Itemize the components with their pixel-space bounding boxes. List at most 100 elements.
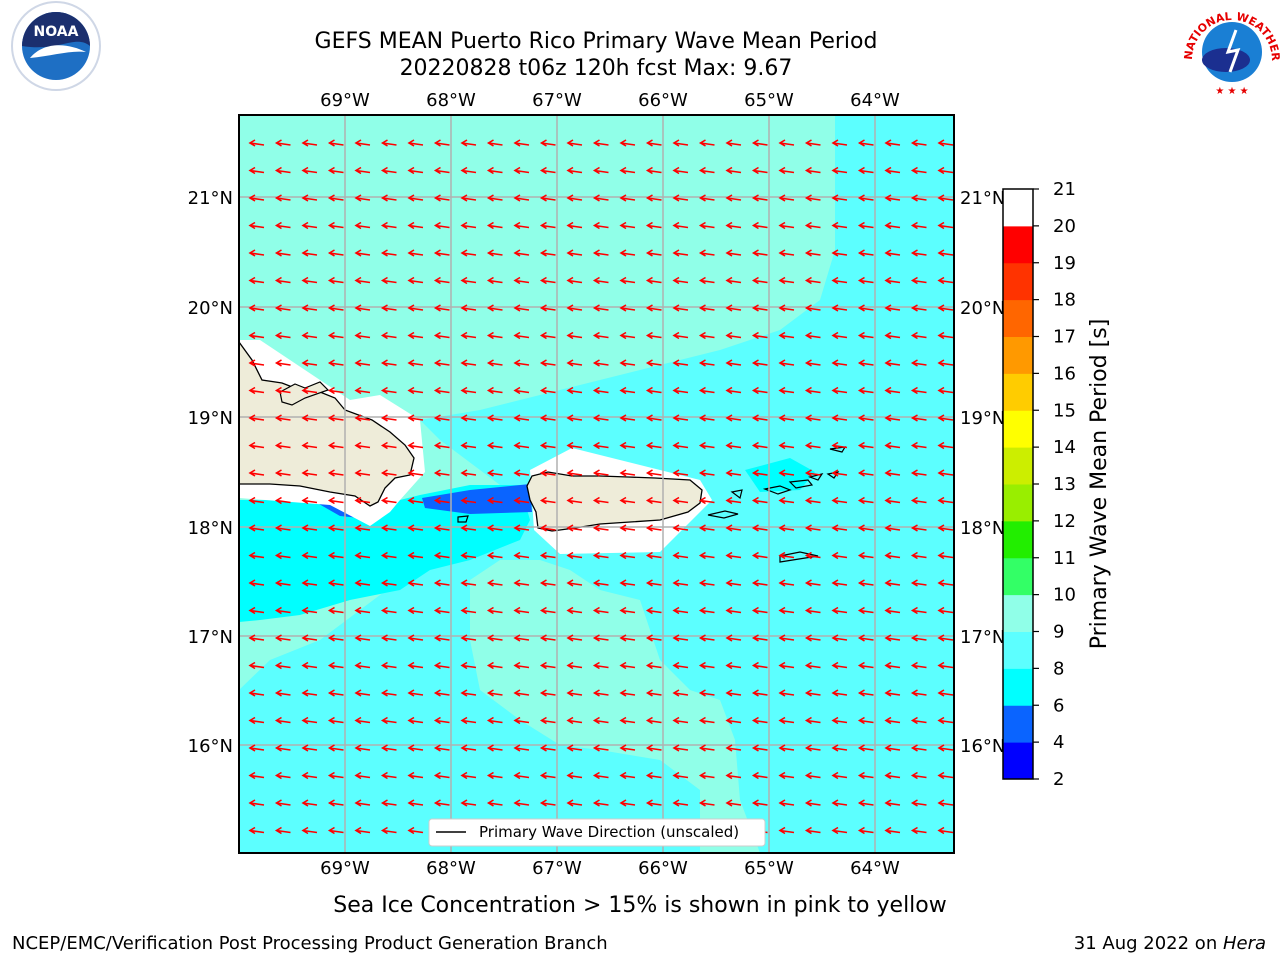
wave-arrow xyxy=(380,331,397,340)
wave-arrow xyxy=(645,194,662,202)
wave-arrow xyxy=(513,661,530,670)
wave-arrow xyxy=(831,469,848,477)
wave-arrow xyxy=(645,221,662,230)
lon-labels-bottom: 69°W 68°W 67°W 66°W 65°W 64°W xyxy=(320,858,900,879)
wave-arrow xyxy=(910,221,927,230)
wave-arrow xyxy=(831,139,848,147)
wave-arrow xyxy=(778,689,795,697)
wave-arrow xyxy=(301,771,318,780)
virgin-islands xyxy=(762,473,824,495)
wave-arrow xyxy=(513,359,530,367)
wave-arrow xyxy=(592,359,609,367)
wave-arrow xyxy=(327,799,344,807)
wave-arrow xyxy=(354,166,371,175)
wave-arrow xyxy=(354,689,371,697)
wave-arrow xyxy=(804,414,821,422)
wave-arrow xyxy=(354,276,371,285)
wave-arrow xyxy=(513,551,530,560)
wave-arrow xyxy=(248,139,265,147)
wave-arrow xyxy=(804,221,821,230)
wave-arrow xyxy=(274,249,291,257)
wave-arrow xyxy=(804,166,821,175)
wave-arrow xyxy=(460,386,477,395)
wave-arrow xyxy=(486,139,503,147)
wave-arrow xyxy=(698,524,715,532)
wave-arrow xyxy=(910,634,927,642)
footer-date: 31 Aug 2022 on xyxy=(1074,933,1223,954)
wave-arrow xyxy=(831,661,848,670)
wave-arrow xyxy=(619,194,636,202)
wave-arrow xyxy=(433,716,450,725)
wave-arrow xyxy=(566,469,583,477)
wave-arrow xyxy=(327,744,344,752)
wave-arrow xyxy=(566,441,583,450)
wave-arrow xyxy=(460,441,477,450)
wave-arrow xyxy=(672,524,689,532)
lat-label: 19°N xyxy=(960,408,1005,429)
chart-title: GEFS MEAN Puerto Rico Primary Wave Mean … xyxy=(315,29,878,54)
wave-arrow xyxy=(778,359,795,367)
wave-arrow xyxy=(698,249,715,257)
wave-arrow xyxy=(672,771,689,780)
wave-arrow xyxy=(354,826,371,835)
wave-arrow xyxy=(725,716,742,725)
wave-arrow xyxy=(645,304,662,312)
wave-arrow xyxy=(539,194,556,202)
wave-arrow xyxy=(884,469,901,477)
wave-arrow xyxy=(910,496,927,505)
wave-arrow xyxy=(937,496,954,505)
footer-left: NCEP/EMC/Verification Post Processing Pr… xyxy=(12,933,608,954)
wave-arrow xyxy=(698,579,715,587)
wave-arrow xyxy=(407,524,424,532)
colorbar-tick-label: 4 xyxy=(1053,732,1064,753)
wave-arrow xyxy=(645,386,662,395)
colorbar-tick-label: 13 xyxy=(1053,474,1076,495)
wave-arrow xyxy=(433,634,450,642)
wave-arrow xyxy=(539,359,556,367)
wave-arrow xyxy=(804,331,821,340)
wave-arrow xyxy=(778,524,795,532)
wave-arrow xyxy=(248,304,265,312)
wave-arrow xyxy=(433,194,450,202)
wave-arrow xyxy=(380,634,397,642)
wave-arrow xyxy=(698,221,715,230)
lon-label: 69°W xyxy=(320,90,370,111)
wave-arrow xyxy=(327,469,344,477)
wave-arrow xyxy=(407,799,424,807)
wave-arrow xyxy=(327,166,344,175)
lon-label: 66°W xyxy=(638,90,688,111)
wave-arrow xyxy=(407,194,424,202)
wave-arrow xyxy=(751,579,768,587)
wave-arrow xyxy=(725,166,742,175)
wave-arrow xyxy=(831,221,848,230)
wave-arrow xyxy=(407,606,424,615)
wave-arrow xyxy=(884,194,901,202)
wave-arrow xyxy=(566,331,583,340)
wave-arrow xyxy=(592,771,609,780)
wave-arrow xyxy=(619,579,636,587)
wave-arrow xyxy=(725,496,742,505)
wave-arrow xyxy=(937,221,954,230)
wave-arrow xyxy=(486,551,503,560)
wave-arrow xyxy=(857,606,874,615)
wave-arrow xyxy=(433,441,450,450)
wave-arrow xyxy=(407,689,424,697)
wave-arrow xyxy=(910,716,927,725)
wave-arrow xyxy=(619,551,636,560)
map-legend: Primary Wave Direction (unscaled) xyxy=(428,818,766,847)
wave-arrow xyxy=(380,826,397,835)
wave-arrow xyxy=(619,771,636,780)
wave-arrow xyxy=(486,771,503,780)
wave-arrow xyxy=(592,441,609,450)
wave-arrow xyxy=(910,799,927,807)
wave-arrow xyxy=(831,441,848,450)
wave-arrow xyxy=(274,661,291,670)
wave-arrow xyxy=(619,166,636,175)
wave-arrow xyxy=(274,331,291,340)
wave-arrow xyxy=(380,689,397,697)
wave-arrow xyxy=(274,771,291,780)
wave-arrow xyxy=(248,689,265,697)
wave-arrow xyxy=(857,716,874,725)
wave-arrow xyxy=(301,524,318,532)
wave-arrow xyxy=(619,221,636,230)
